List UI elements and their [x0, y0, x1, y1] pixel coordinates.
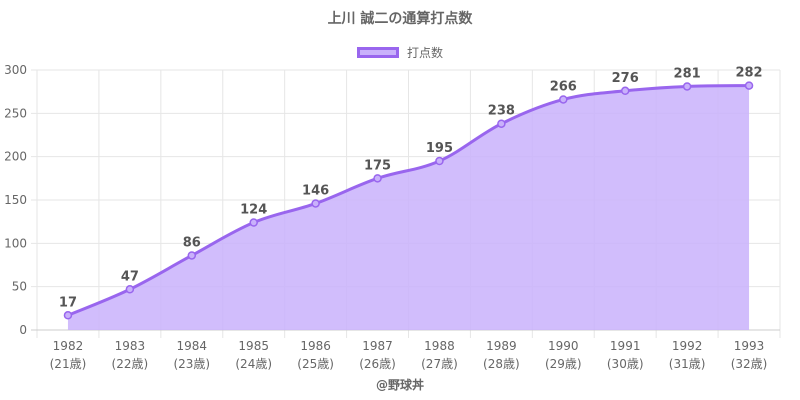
data-point [435, 156, 444, 166]
x-tick-sublabel: (28歳) [483, 357, 520, 371]
data-point [373, 174, 382, 183]
x-tick-sublabel: (27歳) [421, 357, 458, 371]
x-tick-label: 1988 [424, 339, 455, 353]
legend-label: 打点数 [406, 46, 443, 60]
data-point [125, 285, 135, 294]
data-point [187, 251, 197, 260]
data-point [682, 82, 692, 91]
credit-text: @野球丼 [375, 378, 424, 392]
x-tick-sublabel: (32歳) [731, 357, 768, 371]
data-point [497, 119, 506, 128]
x-tick-label: 1989 [486, 339, 517, 353]
data-label: 282 [735, 66, 762, 81]
data-label: 238 [488, 104, 515, 119]
data-label: 86 [183, 235, 201, 250]
data-label: 281 [674, 66, 701, 81]
x-tick-label: 1990 [548, 339, 579, 353]
series-area [67, 85, 750, 330]
y-tick-label: 0 [19, 323, 27, 337]
data-point [311, 199, 320, 208]
x-tick-label: 1985 [238, 339, 269, 353]
x-tick-label: 1984 [177, 339, 208, 353]
data-label: 276 [612, 71, 639, 86]
data-point [249, 218, 258, 227]
y-tick-label: 250 [4, 106, 27, 120]
x-tick-label: 1986 [300, 339, 331, 353]
x-tick-label: 1987 [362, 339, 393, 353]
data-point [744, 81, 754, 90]
legend-swatch [356, 47, 399, 58]
x-tick-sublabel: (24歳) [235, 357, 272, 371]
data-label: 175 [364, 158, 391, 173]
x-tick-sublabel: (22歳) [112, 357, 149, 371]
x-tick-label: 1983 [115, 339, 146, 353]
x-tick-label: 1982 [53, 339, 84, 353]
x-tick-label: 1993 [734, 339, 765, 353]
y-tick-label: 200 [4, 150, 27, 164]
data-point [63, 311, 73, 320]
x-tick-label: 1992 [672, 339, 703, 353]
data-label: 195 [426, 141, 453, 156]
x-tick-sublabel: (26歳) [359, 357, 396, 371]
legend: 打点数 [0, 44, 800, 61]
data-label: 266 [550, 79, 577, 94]
data-label: 47 [121, 269, 139, 284]
data-label: 124 [240, 203, 267, 218]
y-tick-label: 300 [4, 63, 27, 77]
x-tick-sublabel: (21歳) [50, 357, 87, 371]
data-point [620, 86, 630, 96]
x-tick-sublabel: (25歳) [297, 357, 334, 371]
data-label: 146 [302, 183, 329, 198]
y-tick-label: 150 [4, 193, 27, 207]
x-tick-label: 1991 [610, 339, 641, 353]
chart-title: 上川 誠二の通算打点数 [327, 11, 473, 27]
x-tick-sublabel: (31歳) [669, 357, 706, 371]
data-label: 17 [59, 295, 77, 310]
x-tick-sublabel: (29歳) [545, 357, 582, 371]
data-point [559, 95, 568, 104]
y-tick-label: 50 [12, 280, 27, 294]
x-tick-sublabel: (23歳) [173, 357, 210, 371]
x-tick-sublabel: (30歳) [607, 357, 644, 371]
y-tick-label: 100 [4, 236, 27, 250]
